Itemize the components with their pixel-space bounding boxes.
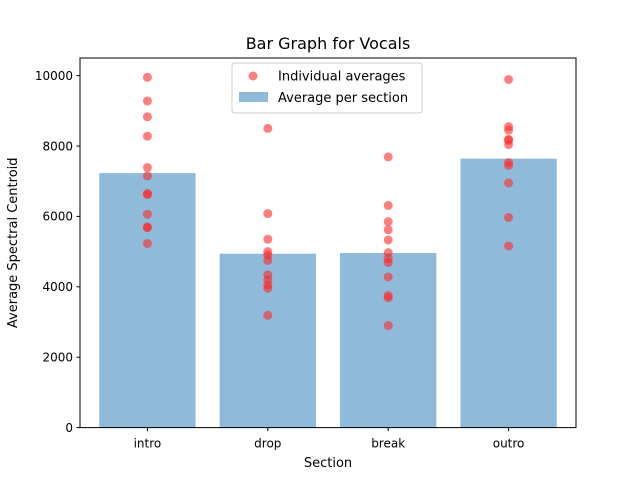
bars-group: [99, 158, 557, 428]
point-outro: [504, 74, 514, 84]
x-axis-label: Section: [304, 456, 352, 471]
legend-point-swatch: [248, 71, 258, 81]
legend-label-individual: Individual averages: [278, 70, 406, 85]
x-tick-label-break: break: [371, 437, 405, 451]
legend: Individual averages Average per section: [231, 62, 423, 114]
point-drop: [263, 310, 273, 320]
legend-label-average: Average per section: [278, 91, 408, 106]
point-intro: [142, 96, 152, 106]
points-group: [142, 72, 514, 331]
point-intro: [142, 72, 152, 82]
y-tick-label: 4000: [42, 280, 73, 294]
point-intro: [142, 162, 152, 172]
point-intro: [142, 190, 152, 200]
point-break: [383, 200, 393, 210]
point-intro: [142, 171, 152, 181]
y-tick-label: 8000: [42, 139, 73, 153]
point-intro: [142, 131, 152, 141]
x-axis-ticks: intro drop break outro: [134, 427, 525, 451]
y-axis-label: Average Spectral Centroid: [6, 157, 21, 328]
y-tick-label: 10000: [35, 69, 73, 83]
point-outro: [504, 212, 514, 222]
point-intro: [142, 112, 152, 122]
point-intro: [142, 239, 152, 249]
point-drop: [263, 283, 273, 293]
plot-frame: [79, 57, 577, 429]
x-tick-label-intro: intro: [134, 437, 162, 451]
point-break: [383, 235, 393, 245]
point-intro: [142, 223, 152, 233]
point-break: [383, 321, 393, 331]
point-break: [383, 217, 393, 227]
chart-title: Bar Graph for Vocals: [246, 34, 411, 53]
point-outro: [504, 178, 514, 188]
point-outro: [504, 125, 514, 135]
point-break: [383, 225, 393, 235]
point-outro: [504, 241, 514, 251]
x-tick-label-drop: drop: [254, 437, 281, 451]
point-drop: [263, 123, 273, 133]
point-outro: [504, 160, 514, 170]
y-tick-label: 6000: [42, 210, 73, 224]
y-tick-label: 2000: [42, 351, 73, 365]
x-tick-label-outro: outro: [493, 437, 525, 451]
legend-bar-swatch: [239, 92, 268, 102]
y-tick-label: 0: [65, 421, 73, 435]
point-break: [383, 258, 393, 268]
point-drop: [263, 255, 273, 265]
point-outro: [504, 140, 514, 150]
bar-break: [340, 253, 437, 428]
y-axis-ticks: 0 2000 4000 6000 8000 10000: [35, 69, 80, 435]
point-break: [383, 152, 393, 162]
bar-outro: [460, 158, 557, 428]
point-drop: [263, 234, 273, 244]
legend-frame: [231, 62, 423, 114]
point-break: [383, 272, 393, 282]
point-intro: [142, 209, 152, 219]
point-drop: [263, 209, 273, 219]
point-break: [383, 293, 393, 303]
